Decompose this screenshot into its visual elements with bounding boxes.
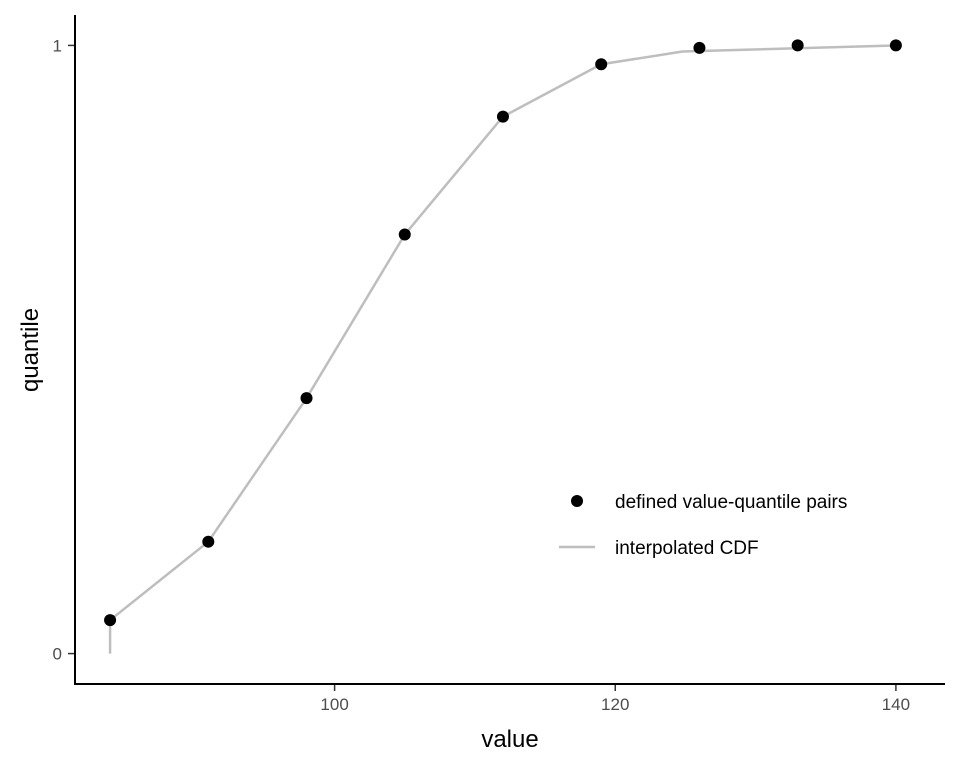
y-tick-label: 1 xyxy=(53,36,62,55)
x-axis-title: value xyxy=(481,726,538,753)
data-point xyxy=(791,39,804,52)
ticks-layer: 100 120 140 0 1 xyxy=(53,36,911,714)
interpolated-cdf-line xyxy=(108,44,896,654)
data-point xyxy=(693,41,706,54)
legend: defined value-quantile pairs interpolate… xyxy=(559,492,847,559)
series-layer xyxy=(104,39,902,654)
x-tick-label: 100 xyxy=(320,695,348,714)
x-tick-label: 120 xyxy=(601,695,629,714)
y-axis-title: quantile xyxy=(17,308,44,392)
data-point xyxy=(595,58,608,71)
data-point xyxy=(496,110,509,123)
y-tick-label: 0 xyxy=(53,645,62,664)
data-point xyxy=(104,614,117,627)
data-point xyxy=(889,39,902,52)
data-point xyxy=(202,535,215,548)
legend-point-key xyxy=(571,495,583,507)
axes-layer xyxy=(74,15,945,685)
legend-points-label: defined value-quantile pairs xyxy=(615,492,847,513)
data-point xyxy=(398,228,411,241)
data-point xyxy=(300,392,313,405)
legend-line-label: interpolated CDF xyxy=(615,538,759,559)
x-tick-label: 140 xyxy=(882,695,910,714)
